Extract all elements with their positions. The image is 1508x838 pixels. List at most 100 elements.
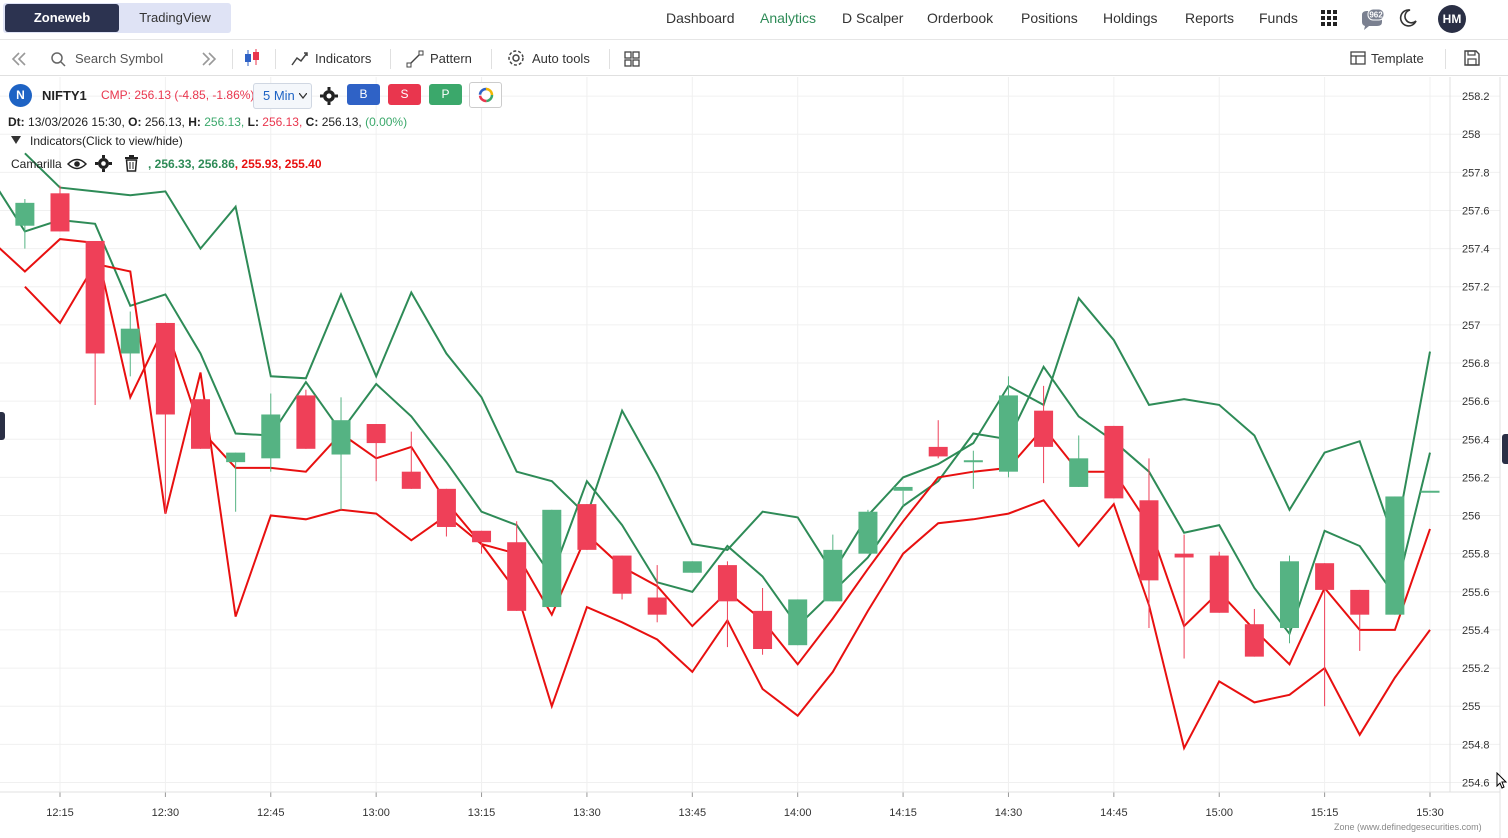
indicator-value-4: 255.40 bbox=[284, 157, 322, 171]
expand-right-icon[interactable] bbox=[200, 51, 218, 67]
nav-d-scalper[interactable]: D Scalper bbox=[842, 10, 904, 26]
candle-body bbox=[1139, 500, 1159, 581]
indicator-values: , 256.33, 256.86, 255.93, 255.40 bbox=[148, 157, 322, 171]
price-tick-label: 256.2 bbox=[1462, 472, 1490, 484]
delete-trash-icon[interactable] bbox=[124, 155, 139, 172]
nav-funds[interactable]: Funds bbox=[1259, 10, 1298, 26]
apps-grid-icon[interactable] bbox=[1320, 9, 1338, 27]
dt-label: Dt: bbox=[8, 115, 25, 129]
mouse-cursor-icon bbox=[1496, 772, 1508, 789]
pattern-icon bbox=[406, 50, 424, 68]
indicators-icon bbox=[291, 52, 308, 66]
candle-body bbox=[366, 424, 386, 444]
candle-body bbox=[296, 395, 316, 449]
left-panel-handle[interactable] bbox=[0, 412, 5, 440]
color-wheel-icon bbox=[478, 87, 494, 103]
price-tick-label: 254.8 bbox=[1462, 739, 1490, 751]
candle-body bbox=[1174, 553, 1194, 558]
candle-body bbox=[1315, 563, 1335, 590]
timeframe-select[interactable]: 5 Min bbox=[253, 83, 312, 109]
top-navbar: Zoneweb TradingView Dashboard Analytics … bbox=[0, 0, 1508, 40]
nav-reports[interactable]: Reports bbox=[1185, 10, 1235, 26]
candle-body bbox=[50, 193, 70, 232]
nav-dashboard[interactable]: Dashboard bbox=[666, 10, 735, 26]
footer-attribution: Zone (www.definedgesecurities.com) bbox=[1334, 822, 1482, 832]
candle-body bbox=[858, 511, 878, 554]
platform-toggle: Zoneweb TradingView bbox=[3, 3, 231, 33]
nav-orderbook[interactable]: Orderbook bbox=[927, 10, 994, 26]
candle-body bbox=[788, 599, 808, 646]
chevron-down-icon bbox=[299, 93, 307, 99]
dark-mode-moon-icon[interactable] bbox=[1398, 8, 1418, 28]
price-tick-label: 257.6 bbox=[1462, 205, 1490, 217]
tradingview-tab[interactable]: TradingView bbox=[139, 10, 211, 25]
toolbar-divider bbox=[609, 49, 610, 69]
dt-value: 13/03/2026 15:30, bbox=[28, 115, 125, 129]
indicator-value-2: 256.86 bbox=[198, 157, 235, 171]
time-axis[interactable]: 12:15 12:30 12:45 13:00 13:15 13:30 13:45 14:00… bbox=[0, 791, 1500, 819]
candle-body bbox=[1034, 410, 1054, 447]
pattern-button[interactable]: Pattern bbox=[430, 51, 472, 66]
chart-settings-gear-icon[interactable] bbox=[320, 87, 338, 105]
auto-tools-gear-icon bbox=[508, 50, 524, 66]
camarilla-lines bbox=[0, 152, 1431, 751]
price-chart[interactable]: 254.6 254.8 255 255.2 255.4 255.6 255.8 256 256.… bbox=[0, 77, 1508, 838]
indicators-button[interactable]: Indicators bbox=[315, 51, 372, 66]
price-tick-label: 255.4 bbox=[1462, 625, 1490, 637]
indicator-settings-gear-icon[interactable] bbox=[95, 155, 112, 172]
indicator-name[interactable]: Camarilla bbox=[11, 157, 62, 171]
user-avatar[interactable]: HM bbox=[1438, 5, 1466, 33]
price-tick-label: 255.8 bbox=[1462, 549, 1490, 561]
auto-tools-button[interactable]: Auto tools bbox=[532, 51, 590, 66]
layout-grid-icon[interactable] bbox=[624, 51, 640, 67]
nav-holdings[interactable]: Holdings bbox=[1103, 10, 1158, 26]
chart-toolbar: Search Symbol Indicators Pattern Auto to… bbox=[0, 41, 1508, 76]
candle-body bbox=[1209, 555, 1229, 613]
search-symbol-input[interactable]: Search Symbol bbox=[75, 51, 164, 66]
price-tick-label: 257.2 bbox=[1462, 282, 1490, 294]
candle-body bbox=[1420, 490, 1440, 493]
save-icon[interactable] bbox=[1463, 49, 1481, 67]
candle-body bbox=[647, 597, 667, 615]
price-tick-label: 258.2 bbox=[1462, 91, 1490, 103]
high-label: H: bbox=[188, 115, 201, 129]
price-tick-label: 255.6 bbox=[1462, 587, 1490, 599]
eye-icon[interactable] bbox=[67, 157, 87, 171]
candle-body bbox=[893, 486, 913, 491]
candle-body bbox=[542, 509, 562, 608]
candle-body bbox=[1279, 561, 1299, 629]
symbol-name[interactable]: NIFTY1 bbox=[42, 88, 87, 103]
time-tick-label: 15:00 bbox=[1205, 807, 1233, 819]
zoneweb-tab[interactable]: Zoneweb bbox=[5, 4, 119, 32]
color-picker-button[interactable] bbox=[469, 82, 502, 108]
candle-body bbox=[1104, 425, 1124, 499]
time-tick-label: 14:45 bbox=[1100, 807, 1128, 819]
low-label: L: bbox=[247, 115, 259, 129]
symbol-initial-badge: N bbox=[9, 84, 32, 107]
caret-down-icon[interactable] bbox=[11, 135, 22, 145]
price-tick-label: 257.4 bbox=[1462, 244, 1490, 256]
buy-button[interactable]: B bbox=[347, 84, 380, 105]
nav-analytics[interactable]: Analytics bbox=[760, 10, 817, 26]
notification-icon[interactable]: 962 bbox=[1359, 7, 1385, 31]
price-axis[interactable]: 254.6 254.8 255 255.2 255.4 255.6 255.8 256 256.… bbox=[1449, 77, 1490, 792]
camarilla-line bbox=[0, 190, 1431, 636]
candlestick-chart-type-icon[interactable] bbox=[243, 48, 261, 68]
collapse-left-icon[interactable] bbox=[10, 51, 28, 67]
candle-body bbox=[507, 542, 527, 611]
sell-button[interactable]: S bbox=[388, 84, 421, 105]
time-tick-label: 13:15 bbox=[468, 807, 496, 819]
toolbar-divider bbox=[491, 49, 492, 69]
indicators-toggle[interactable]: Indicators(Click to view/hide) bbox=[30, 134, 183, 148]
time-tick-label: 13:00 bbox=[362, 807, 390, 819]
price-tick-label: 255.2 bbox=[1462, 663, 1490, 675]
low-value: 256.13, bbox=[262, 115, 303, 129]
time-tick-label: 12:30 bbox=[152, 807, 180, 819]
p-button[interactable]: P bbox=[429, 84, 462, 105]
time-tick-label: 14:30 bbox=[995, 807, 1023, 819]
time-tick-label: 12:45 bbox=[257, 807, 285, 819]
right-panel-handle[interactable] bbox=[1502, 434, 1508, 464]
price-tick-label: 258 bbox=[1462, 129, 1480, 141]
template-button[interactable]: Template bbox=[1371, 51, 1424, 66]
nav-positions[interactable]: Positions bbox=[1021, 10, 1078, 26]
